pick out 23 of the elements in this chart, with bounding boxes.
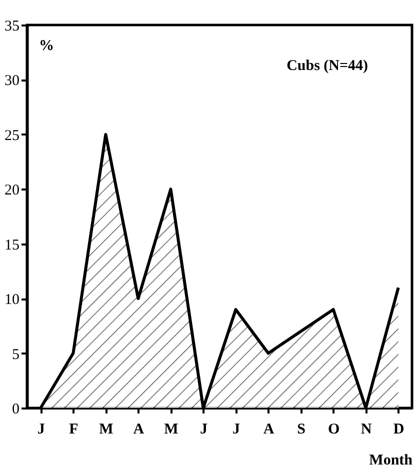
x-axis-title: Month	[369, 452, 414, 468]
x-tick-label: O	[328, 422, 340, 438]
x-tick-label: J	[232, 422, 241, 438]
x-tick-label: M	[99, 422, 114, 438]
y-tick-label: 35	[4, 18, 20, 34]
annotation: Cubs (N=44)	[286, 58, 368, 74]
x-tick-label: J	[37, 422, 46, 438]
y-tick-label: 30	[4, 73, 20, 90]
y-tick-label: 0	[12, 402, 20, 418]
y-tick-label: 5	[12, 346, 20, 363]
annotation: %	[39, 38, 54, 54]
x-tick-label: N	[360, 422, 372, 438]
x-tick-label: J	[200, 422, 208, 438]
x-tick-label: M	[164, 422, 178, 438]
x-tick-label: F	[69, 422, 78, 438]
y-tick-label: 20	[4, 182, 20, 199]
x-tick-label: S	[297, 422, 306, 438]
y-tick-label: 10	[4, 292, 20, 308]
x-tick-label: A	[133, 422, 144, 438]
y-tick-label: 15	[4, 237, 20, 254]
x-tick-label: D	[393, 422, 404, 438]
x-tick-label: A	[263, 422, 274, 438]
y-tick-label: 25	[4, 128, 20, 144]
